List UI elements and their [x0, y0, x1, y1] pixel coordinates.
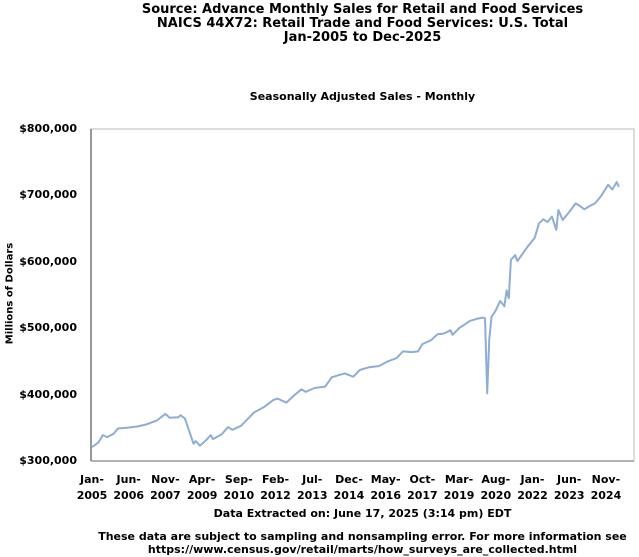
- y-tick-label: $400,000: [19, 387, 77, 401]
- x-tick-year: 2022: [517, 489, 548, 502]
- x-tick-month: Jul-: [302, 473, 323, 486]
- x-tick-year: 2007: [150, 489, 181, 502]
- x-tick-month: Sep-: [224, 473, 253, 486]
- x-tick-year: 2005: [76, 489, 108, 502]
- x-tick-year: 2012: [260, 489, 291, 502]
- x-tick-label: Jul- 2013: [282, 472, 342, 504]
- x-tick-label: Jun- 2023: [539, 472, 599, 504]
- chart-subtitle: Seasonally Adjusted Sales - Monthly: [249, 90, 476, 103]
- x-tick-label: Dec- 2014: [319, 472, 379, 504]
- x-tick-year: 2024: [590, 489, 622, 502]
- x-tick-year: 2009: [186, 489, 218, 502]
- x-tick-year: 2020: [480, 489, 512, 502]
- x-tick-label: Oct- 2017: [392, 472, 452, 504]
- x-tick-month: Jan-: [520, 473, 545, 486]
- x-tick-year: 2010: [223, 489, 255, 502]
- x-tick-label: Feb- 2012: [246, 472, 306, 504]
- y-tick-label: $800,000: [19, 122, 77, 135]
- footer-link[interactable]: https://www.census.gov/retail/marts/how_…: [147, 543, 578, 556]
- x-tick-month: Apr-: [188, 473, 216, 486]
- y-tick-label: $300,000: [19, 454, 77, 467]
- x-tick-month: Nov-: [151, 473, 180, 486]
- x-tick-label: Aug- 2020: [466, 472, 526, 504]
- x-tick-month: Dec-: [335, 473, 363, 486]
- x-tick-year: 2019: [443, 489, 475, 502]
- footer-note: These data are subject to sampling and n…: [98, 530, 627, 543]
- x-tick-month: Mar-: [444, 473, 474, 486]
- x-tick-label: Mar- 2019: [429, 472, 489, 504]
- y-tick-label: $500,000: [19, 321, 77, 335]
- x-tick-year: 2017: [407, 489, 438, 502]
- chart-title-line-2: NAICS 44X72: Retail Trade and Food Servi…: [156, 16, 569, 31]
- y-axis-title: Millions of Dollars: [4, 242, 16, 345]
- x-tick-label: May- 2016: [356, 472, 416, 504]
- x-tick-month: Nov-: [591, 473, 621, 486]
- y-tick-label: $600,000: [19, 254, 77, 268]
- y-tick-label: $700,000: [19, 188, 77, 202]
- x-axis-title-data-extracted: Data Extracted on: June 17, 2025 (3:14 p…: [213, 507, 512, 520]
- chart-title-line-3: Jan-2005 to Dec-2025: [283, 30, 442, 45]
- plot-area: [90, 128, 635, 462]
- x-tick-month: Feb-: [262, 473, 290, 486]
- x-tick-year: 2013: [296, 489, 328, 502]
- x-tick-year: 2006: [113, 489, 145, 502]
- x-tick-year: 2014: [333, 489, 365, 502]
- x-tick-label: Jan- 2022: [503, 472, 563, 504]
- x-tick-label: Nov- 2024: [576, 472, 636, 504]
- x-tick-year: 2016: [370, 489, 401, 502]
- chart-title-line-1: Source: Advance Monthly Sales for Retail…: [141, 2, 584, 17]
- x-tick-year: 2023: [553, 489, 585, 502]
- x-tick-month: Jun-: [557, 473, 582, 486]
- x-tick-month: Aug-: [481, 473, 511, 486]
- series-line-retail-sales: [91, 181, 620, 448]
- x-tick-label: Jun- 2006: [99, 472, 159, 504]
- x-tick-month: Jun-: [116, 473, 141, 486]
- x-tick-month: Jan-: [80, 473, 104, 486]
- x-tick-label: Jan- 2005: [62, 472, 122, 504]
- x-tick-label: Sep- 2010: [209, 472, 269, 504]
- x-tick-label: Apr- 2009: [172, 472, 232, 504]
- x-tick-label: Nov- 2007: [135, 472, 195, 504]
- x-tick-month: Oct-: [409, 473, 436, 486]
- x-tick-month: May-: [370, 473, 401, 486]
